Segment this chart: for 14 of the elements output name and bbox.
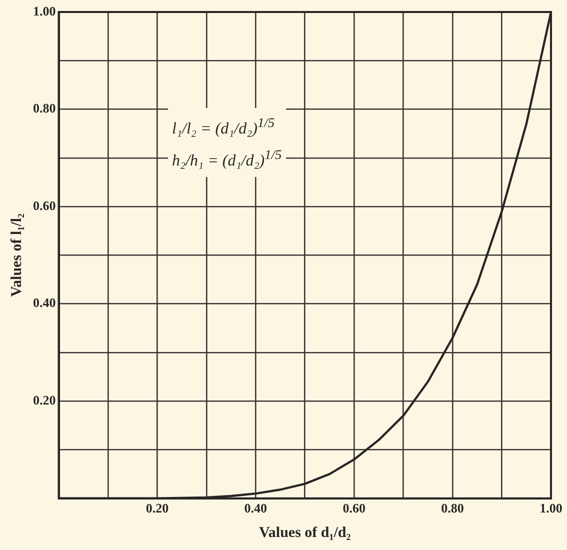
annotation: l₁/l₂ = (d₁/d₂)$^{1/5}$ [172, 114, 276, 140]
x-tick-label: 0.60 [342, 500, 366, 516]
x-tick-label: 0.40 [244, 500, 268, 516]
y-tick-label: 0.60 [33, 198, 56, 213]
x-axis-title: Values of d₁/d₂ [258, 524, 352, 541]
y-tick-label: 0.40 [33, 295, 56, 310]
x-tick-label: 1.00 [540, 500, 562, 516]
y-tick-label: 1.00 [33, 3, 56, 18]
x-tick-label: 0.20 [146, 500, 169, 516]
y-tick-label: 0.20 [33, 392, 56, 408]
y-axis-title: Values of l₁/l₂ [8, 212, 25, 297]
y-tick-label: 0.80 [33, 100, 56, 116]
x-tick-label: 0.80 [441, 500, 464, 516]
annotation: h₂/h₁ = (d₁/d₂)$^{1/5}$ [172, 146, 282, 172]
